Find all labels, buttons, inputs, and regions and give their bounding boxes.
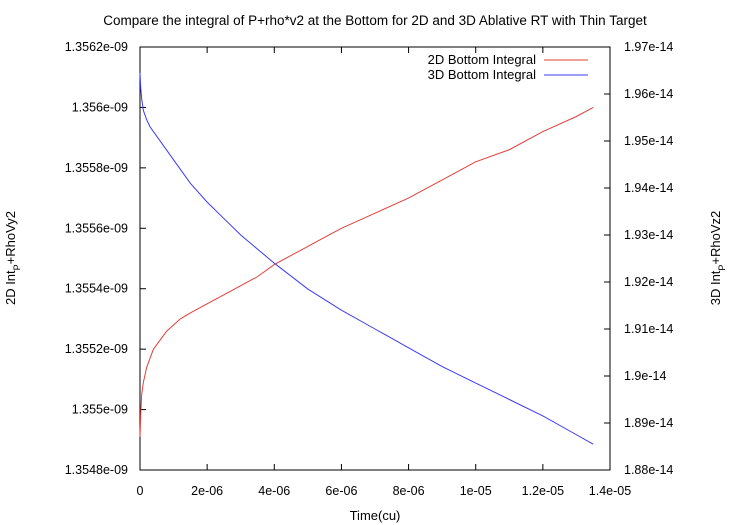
x-tick-label: 1.4e-05 [589, 484, 631, 498]
y-right-tick-label: 1.97e-14 [624, 40, 673, 54]
y-left-tick-label: 1.3548e-09 [65, 463, 128, 477]
y-right-tick-label: 1.9e-14 [624, 369, 666, 383]
y-axis-label-right-prefix: 3D Int [708, 270, 723, 305]
series-group [139, 72, 594, 445]
y-axis-label-left: 2D IntP+RhoVy2 [3, 211, 22, 305]
y-right-tick-label: 1.88e-14 [624, 463, 673, 477]
y-left-tick-label: 1.356e-09 [72, 100, 128, 114]
x-axis-label: Time(cu) [350, 508, 401, 523]
y-left-tick-label: 1.3552e-09 [65, 342, 128, 356]
x-tick-label: 4e-06 [258, 484, 290, 498]
chart-title: Compare the integral of P+rho*v2 at the … [103, 13, 647, 28]
y-right-tick-label: 1.95e-14 [624, 134, 673, 148]
series-line-3d-bottom-integral [139, 72, 594, 445]
y-right-tick-label: 1.89e-14 [624, 416, 673, 430]
y-left-tick-label: 1.355e-09 [72, 403, 128, 417]
x-tick-label: 1e-05 [460, 484, 492, 498]
y-axis-label-right-sub: P [717, 265, 727, 271]
x-tick-label: 0 [137, 484, 144, 498]
x-tick-label: 1.2e-05 [522, 484, 564, 498]
y-right-tick-label: 1.91e-14 [624, 322, 673, 336]
plot-frame [139, 46, 611, 471]
y-axis-label-left-sub: P [12, 264, 22, 270]
legend-label: 2D Bottom Integral [428, 52, 536, 67]
x-tick-label: 2e-06 [191, 484, 223, 498]
series-line-2d-bottom-integral [139, 106, 594, 437]
legend-label: 3D Bottom Integral [428, 67, 536, 82]
y-axis-label-left-suffix: +RhoVy2 [3, 211, 18, 264]
y-axis-label-right-suffix: +RhoVz2 [708, 211, 723, 265]
x-tick-label: 8e-06 [393, 484, 425, 498]
y-right-tick-label: 1.96e-14 [624, 87, 673, 101]
y-right-tick-label: 1.94e-14 [624, 181, 673, 195]
x-tick-label: 6e-06 [325, 484, 357, 498]
y-left-tick-label: 1.3556e-09 [65, 221, 128, 235]
ticks-group: 0 2e-06 4e-06 6e-06 8e-06 1e-05 1.2e-05 1.4e-05… [65, 40, 674, 498]
y-left-tick-label: 1.3554e-09 [65, 282, 128, 296]
y-left-tick-label: 1.3562e-09 [65, 40, 128, 54]
y-axis-label-right: 3D IntP+RhoVz2 [708, 211, 727, 306]
y-right-tick-label: 1.93e-14 [624, 228, 673, 242]
y-right-tick-label: 1.92e-14 [624, 275, 673, 289]
y-left-tick-label: 1.3558e-09 [65, 161, 128, 175]
y-axis-label-left-prefix: 2D Int [3, 270, 18, 305]
